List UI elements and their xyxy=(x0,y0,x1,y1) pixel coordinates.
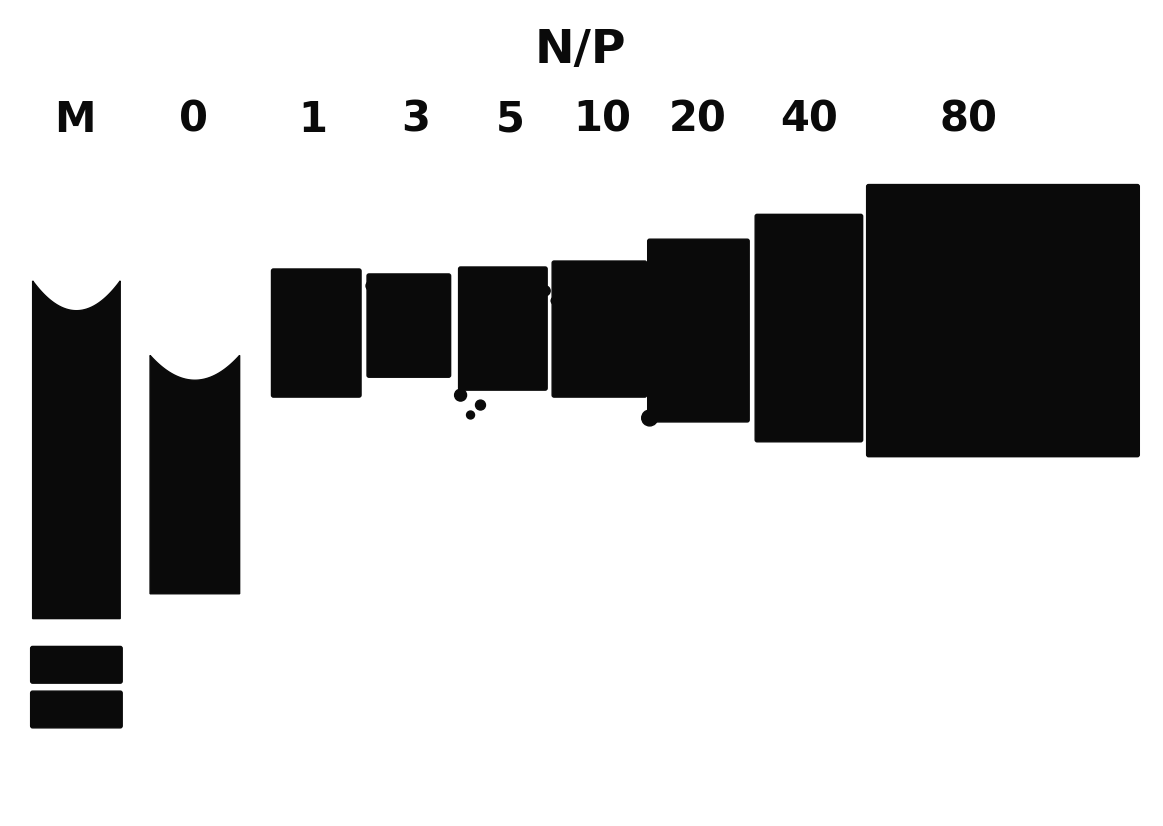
FancyBboxPatch shape xyxy=(552,261,647,397)
Text: 1: 1 xyxy=(299,99,328,141)
Circle shape xyxy=(551,297,559,305)
Polygon shape xyxy=(150,355,240,594)
Circle shape xyxy=(466,411,475,419)
Circle shape xyxy=(372,297,380,305)
Circle shape xyxy=(540,286,550,296)
Circle shape xyxy=(278,292,285,300)
FancyBboxPatch shape xyxy=(866,184,1140,457)
Circle shape xyxy=(292,311,301,320)
Text: 20: 20 xyxy=(669,99,727,141)
Text: 3: 3 xyxy=(401,99,430,141)
Circle shape xyxy=(647,291,657,301)
Circle shape xyxy=(455,389,466,401)
Text: M: M xyxy=(53,99,95,141)
Circle shape xyxy=(601,306,609,315)
FancyBboxPatch shape xyxy=(458,267,547,390)
Polygon shape xyxy=(33,281,120,619)
Circle shape xyxy=(476,400,485,410)
Circle shape xyxy=(595,296,605,306)
Text: 80: 80 xyxy=(940,99,997,141)
FancyBboxPatch shape xyxy=(30,647,122,683)
Text: 10: 10 xyxy=(573,99,630,141)
Text: N/P: N/P xyxy=(534,28,626,73)
Circle shape xyxy=(366,281,376,291)
Text: 40: 40 xyxy=(780,99,837,141)
Text: 0: 0 xyxy=(179,99,208,141)
Circle shape xyxy=(656,301,664,310)
FancyBboxPatch shape xyxy=(755,214,863,442)
FancyBboxPatch shape xyxy=(271,269,361,397)
Circle shape xyxy=(651,402,664,414)
FancyBboxPatch shape xyxy=(648,240,749,422)
Text: 5: 5 xyxy=(495,99,525,141)
Circle shape xyxy=(642,410,657,426)
Circle shape xyxy=(285,295,298,306)
FancyBboxPatch shape xyxy=(30,691,122,728)
FancyBboxPatch shape xyxy=(368,274,450,377)
